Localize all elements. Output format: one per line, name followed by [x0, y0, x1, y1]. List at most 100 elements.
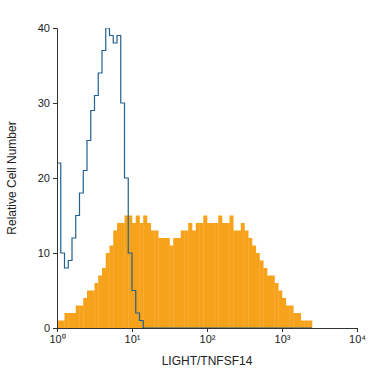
histogram-bar	[136, 216, 140, 329]
plot-area: 10⁰ 10¹ 10² 10³ 10⁴ 0 10 20 30 40	[38, 22, 367, 345]
histogram-outline	[57, 28, 312, 328]
histogram-bar	[106, 253, 110, 328]
histogram-bar	[282, 298, 286, 328]
x-axis: 10⁰ 10¹ 10² 10³ 10⁴	[49, 328, 366, 345]
histogram-bar	[110, 246, 114, 329]
histogram-bar	[278, 291, 282, 329]
histogram-bar	[188, 223, 192, 328]
y-tick: 0	[44, 322, 57, 334]
histogram-bar	[241, 223, 245, 328]
x-tick-label: 10³	[275, 333, 291, 345]
x-tick: 10³	[275, 328, 291, 345]
histogram-bar	[94, 283, 98, 328]
histogram-bar	[83, 298, 87, 328]
x-tick-mark	[207, 328, 208, 332]
histogram-bar	[173, 238, 177, 328]
x-tick-mark	[132, 328, 133, 332]
chart: 10⁰ 10¹ 10² 10³ 10⁴ 0 10 20 30 40 LIGHT/TNFSF14 Rel…	[0, 0, 375, 375]
histogram-bar	[185, 231, 189, 329]
histogram-bar	[229, 216, 233, 329]
y-tick-label: 0	[44, 322, 50, 334]
histogram-bars	[57, 216, 312, 329]
y-tick-mark	[53, 178, 57, 179]
histogram-bar	[207, 223, 211, 328]
histogram-bar	[226, 223, 230, 328]
histogram-bar	[297, 313, 301, 328]
x-axis-line	[58, 329, 358, 333]
histogram-bar	[61, 321, 65, 329]
histogram-bar	[154, 231, 158, 329]
histogram-bar	[166, 238, 170, 328]
histogram-bar	[143, 216, 147, 329]
histogram-bar	[203, 216, 207, 329]
histogram-bar	[65, 313, 69, 328]
x-tick: 10²	[200, 328, 216, 345]
histogram-bar	[162, 238, 166, 328]
histogram-bar	[169, 246, 173, 329]
histogram-bar	[263, 268, 267, 328]
histogram-bar	[271, 276, 275, 329]
y-axis: 0 10 20 30 40	[38, 22, 58, 334]
y-tick: 10	[38, 247, 57, 259]
histogram-bar	[218, 216, 222, 329]
histogram-bar	[121, 223, 125, 328]
histogram-bar	[68, 313, 72, 328]
histogram-bar	[211, 223, 215, 328]
x-tick: 10⁴	[349, 328, 366, 345]
histogram-bar	[256, 253, 260, 328]
histogram-bar	[140, 223, 144, 328]
x-tick: 10⁰	[49, 328, 65, 345]
histogram-bar	[181, 231, 185, 329]
histogram-bar	[199, 223, 203, 328]
y-tick-mark	[53, 103, 57, 104]
histogram-bar	[274, 283, 278, 328]
y-tick-mark	[53, 28, 57, 29]
histogram-bar	[192, 231, 196, 329]
histogram-bar	[98, 276, 102, 329]
histogram-bar	[72, 313, 76, 328]
histogram-bar	[237, 231, 241, 329]
x-tick-mark	[357, 328, 358, 332]
y-tick: 40	[38, 22, 57, 34]
histogram-bar	[260, 261, 264, 329]
histogram-bar	[177, 238, 181, 328]
histogram-bar	[196, 223, 200, 328]
y-axis-line	[53, 29, 58, 329]
histogram-bar	[147, 223, 151, 328]
y-axis-title: Relative Cell Number	[5, 121, 19, 234]
y-tick: 20	[38, 172, 57, 184]
histogram-bar	[79, 306, 83, 329]
histogram-bar	[290, 306, 294, 329]
histogram-bar	[102, 268, 106, 328]
histogram-bar	[286, 306, 290, 329]
y-tick-label: 20	[38, 172, 50, 184]
histogram-bar	[222, 223, 226, 328]
y-tick-mark	[53, 253, 57, 254]
histogram-bar	[252, 246, 256, 329]
histogram-bar	[117, 223, 121, 328]
histogram-bar	[215, 223, 219, 328]
histogram-bar	[113, 231, 117, 329]
histogram-bar	[158, 238, 162, 328]
histogram-bar	[293, 313, 297, 328]
y-tick-label: 30	[38, 97, 50, 109]
x-axis-title: LIGHT/TNFSF14	[162, 354, 253, 368]
histogram-bar	[308, 321, 312, 329]
x-tick-mark	[282, 328, 283, 332]
histogram-bar	[267, 276, 271, 329]
histogram-bar	[244, 231, 248, 329]
x-tick-label: 10²	[200, 333, 216, 345]
histogram-bar	[248, 238, 252, 328]
y-tick-label: 10	[38, 247, 50, 259]
x-tick: 10¹	[125, 328, 141, 345]
x-tick-label: 10⁰	[49, 333, 65, 345]
y-tick-label: 40	[38, 22, 50, 34]
histogram-bar	[304, 321, 308, 329]
histogram-bar	[76, 306, 80, 329]
histogram-bar	[151, 231, 155, 329]
histogram-bar	[91, 291, 95, 329]
x-tick-label: 10¹	[125, 333, 141, 345]
y-tick: 30	[38, 97, 57, 109]
histogram-bar	[233, 231, 237, 329]
y-tick-mark	[53, 328, 57, 329]
